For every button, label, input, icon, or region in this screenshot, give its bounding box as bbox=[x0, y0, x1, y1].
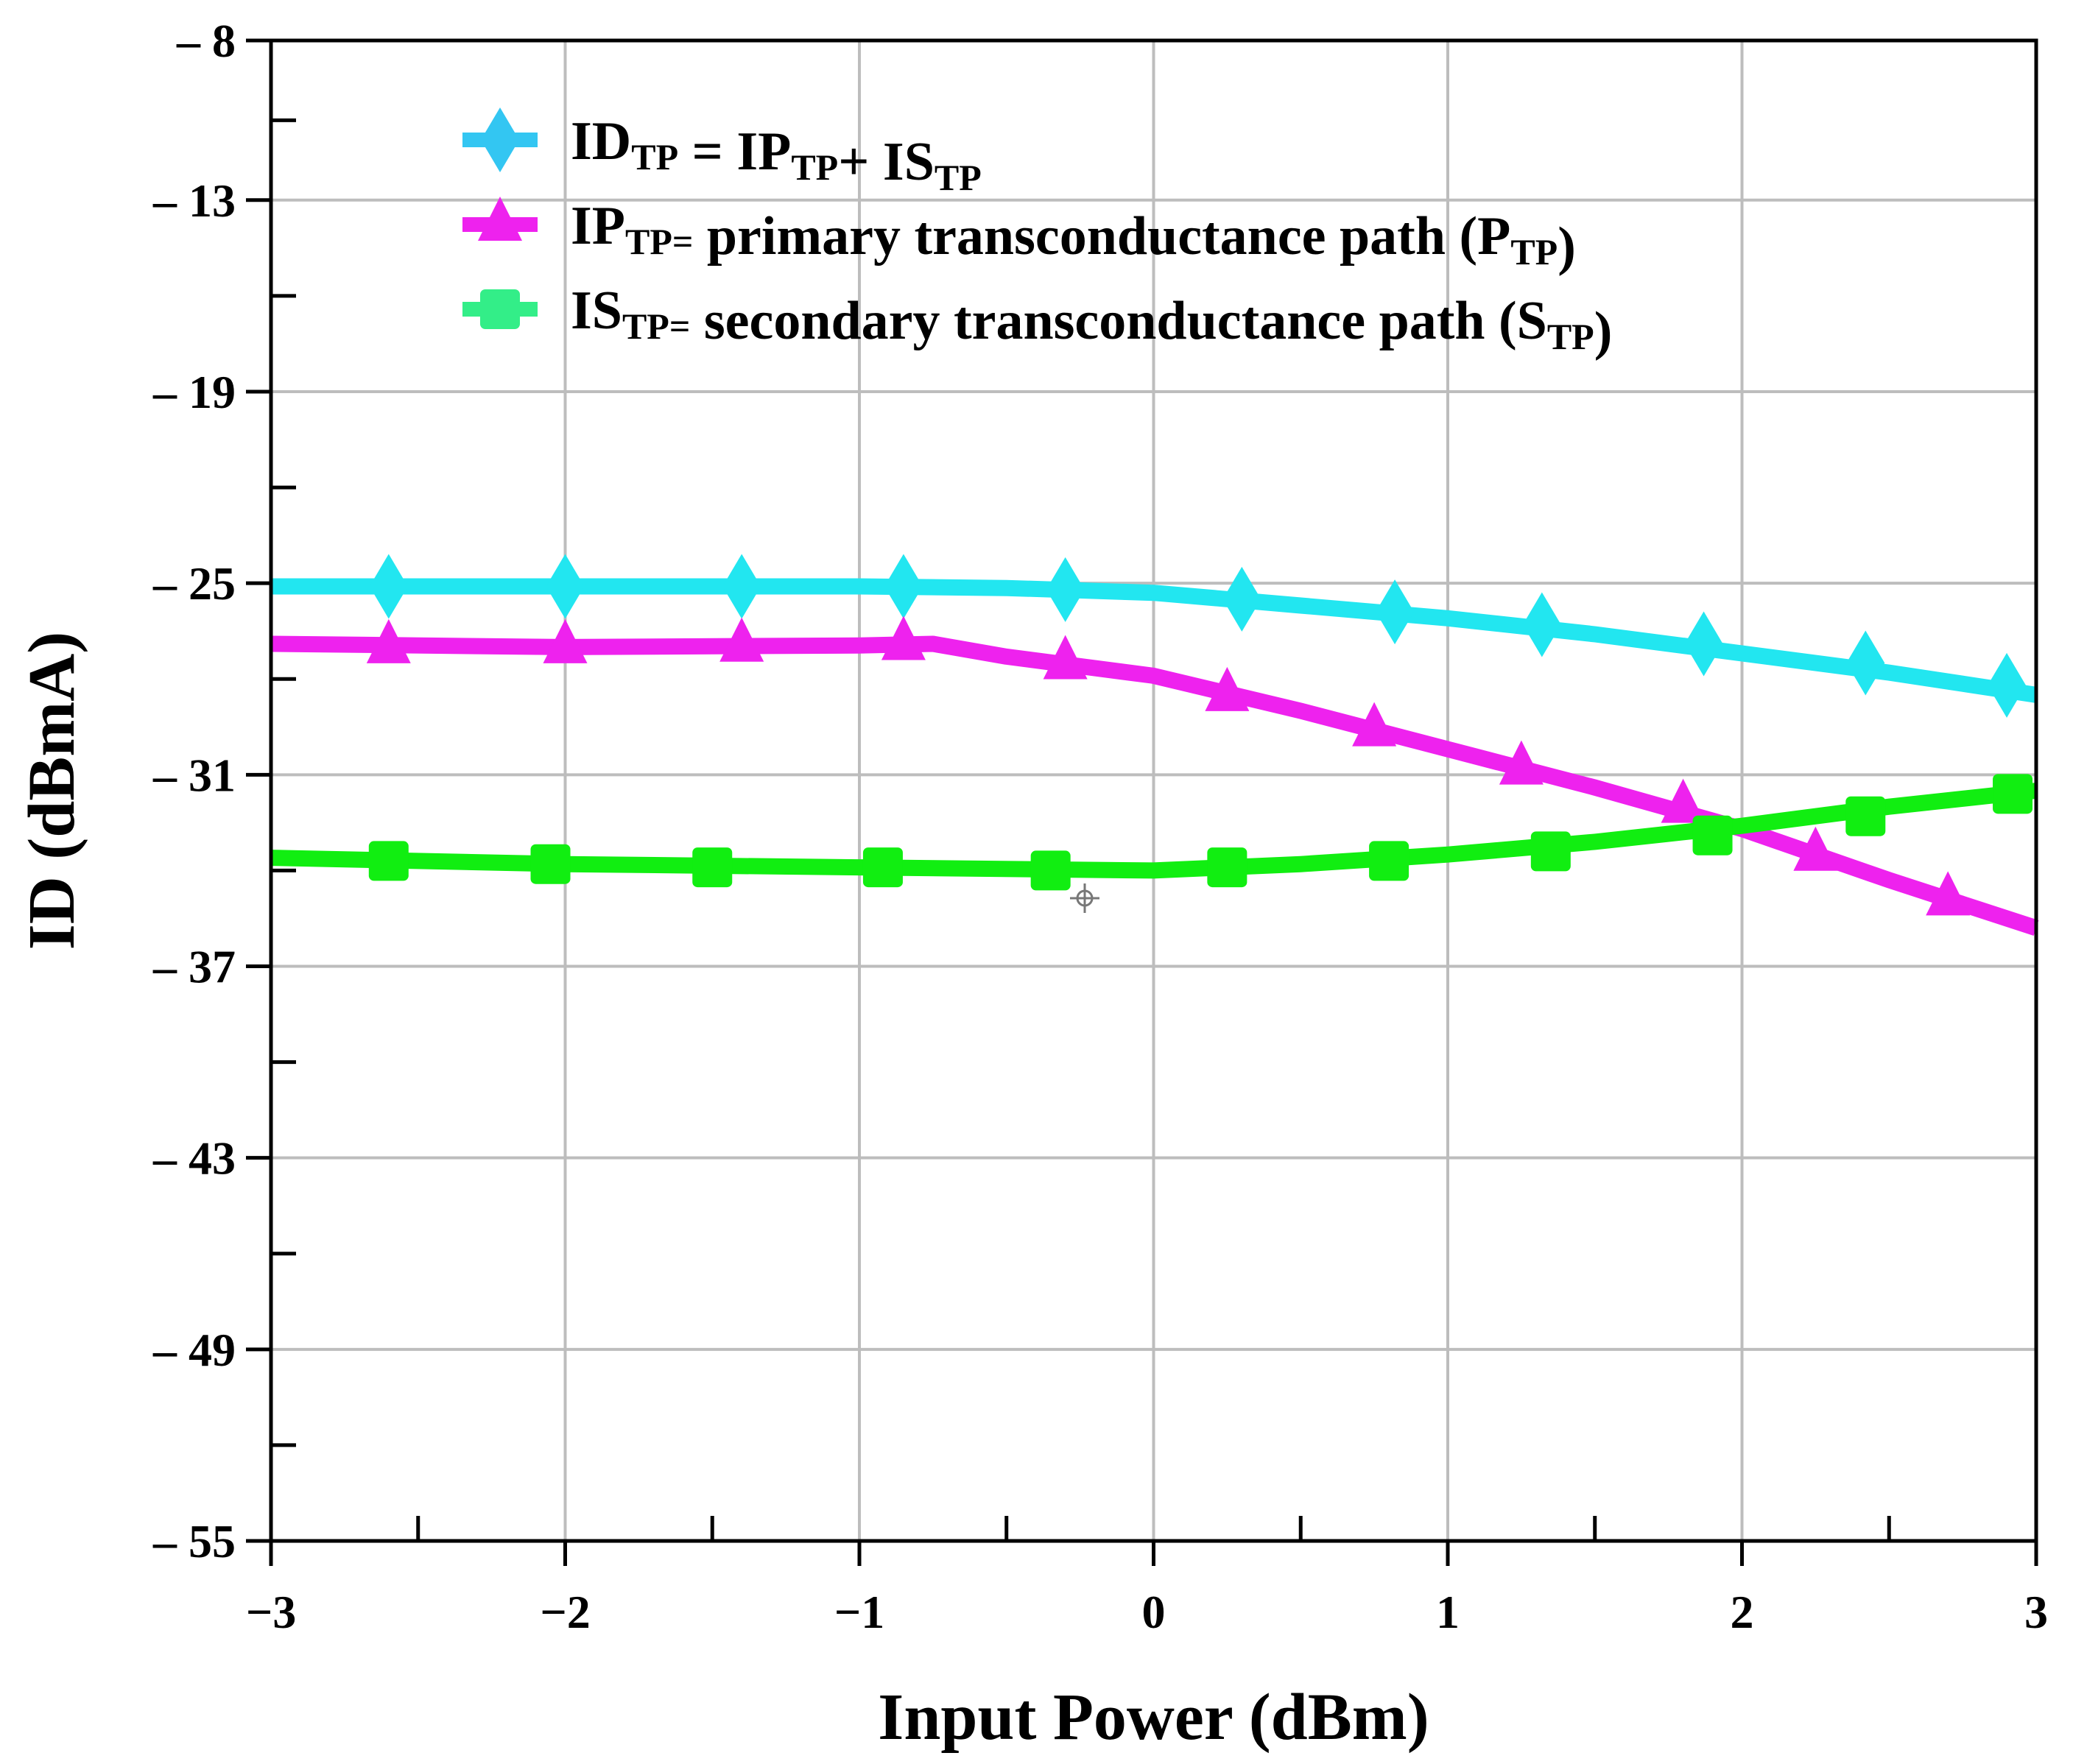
data-point-marker bbox=[368, 841, 409, 881]
legend-label: IPTP= primary transconductance path (PTP… bbox=[571, 196, 1576, 277]
legend-subscript: TP bbox=[935, 157, 982, 198]
data-point-marker bbox=[722, 554, 761, 619]
legend-text-part: secondary transconductance path (S bbox=[690, 291, 1546, 351]
tick-labels: – 8 – 13 – 19 – 25 – 31 – 37 – 43 – 49 – 55−3 −2 −… bbox=[152, 15, 2048, 1638]
legend-subscript: TP bbox=[631, 136, 678, 177]
data-point-marker bbox=[530, 844, 571, 884]
series-1 bbox=[271, 554, 2038, 718]
legend-swatch-marker bbox=[480, 289, 520, 329]
legend-subscript: TP= bbox=[625, 221, 693, 262]
series-layer bbox=[270, 554, 2039, 936]
data-point-marker bbox=[1522, 592, 1561, 657]
x-axis-title: Input Power (dBm) bbox=[878, 1681, 1429, 1754]
x-tick-label: 1 bbox=[1436, 1586, 1460, 1638]
data-point-marker bbox=[692, 847, 733, 888]
legend-text-part: ) bbox=[1558, 216, 1576, 277]
data-point-marker bbox=[1376, 579, 1415, 645]
x-tick-label: −2 bbox=[540, 1586, 590, 1638]
y-tick-label: – 49 bbox=[152, 1324, 236, 1376]
legend-entry-2: IPTP= primary transconductance path (PTP… bbox=[462, 196, 1576, 277]
legend-entry-3: ISTP= secondary transconductance path (S… bbox=[462, 281, 1612, 361]
legend-swatch-marker bbox=[481, 107, 519, 172]
data-point-marker bbox=[1793, 826, 1838, 871]
x-tick-label: 2 bbox=[1731, 1586, 1754, 1638]
x-tick-label: −3 bbox=[246, 1586, 296, 1638]
y-tick-label: – 31 bbox=[152, 749, 236, 801]
data-point-marker bbox=[1207, 847, 1247, 888]
data-point-marker bbox=[543, 618, 588, 663]
data-point-marker bbox=[884, 554, 923, 619]
data-point-marker bbox=[881, 615, 926, 660]
y-tick-label: – 19 bbox=[152, 366, 236, 418]
data-point-marker bbox=[366, 618, 411, 663]
legend-text-part: IS bbox=[571, 281, 622, 341]
data-point-marker bbox=[1530, 831, 1571, 872]
cursor-crosshair-icon bbox=[1070, 883, 1099, 913]
legend-label: ISTP= secondary transconductance path (S… bbox=[571, 281, 1612, 361]
legend-label: IDTP = IPTP+ ISTP bbox=[571, 111, 982, 198]
data-point-marker bbox=[1043, 635, 1088, 680]
y-tick-label: – 13 bbox=[152, 174, 236, 227]
data-point-marker bbox=[1845, 796, 1886, 836]
data-point-marker bbox=[1661, 778, 1706, 823]
data-point-marker bbox=[862, 847, 903, 888]
legend-text-part: + IS bbox=[838, 132, 935, 192]
data-point-marker bbox=[1988, 652, 2027, 718]
data-point-marker bbox=[1369, 841, 1409, 881]
data-point-marker bbox=[546, 554, 585, 619]
data-point-marker bbox=[1030, 850, 1071, 891]
y-tick-label: – 55 bbox=[152, 1515, 236, 1567]
x-tick-label: −1 bbox=[834, 1586, 884, 1638]
legend-text-part: = IP bbox=[678, 121, 791, 182]
data-point-marker bbox=[1499, 740, 1544, 785]
y-axis-title: ID (dBmA) bbox=[15, 632, 88, 950]
series-2 bbox=[270, 615, 2039, 936]
legend-subscript: TP bbox=[791, 147, 838, 188]
data-point-marker bbox=[1046, 557, 1085, 622]
legend-text-part: primary transconductance path (P bbox=[693, 206, 1510, 267]
y-tick-label: – 8 bbox=[176, 15, 236, 67]
x-tick-label: 3 bbox=[2024, 1586, 2048, 1638]
data-point-marker bbox=[1222, 566, 1261, 632]
data-point-marker bbox=[1684, 611, 1723, 677]
y-tick-label: – 37 bbox=[152, 940, 236, 992]
data-point-marker bbox=[719, 617, 764, 662]
legend-text-part: ID bbox=[571, 111, 631, 172]
legend-subscript: TP bbox=[1510, 231, 1558, 272]
series-line bbox=[271, 578, 2038, 703]
legend-entry-1: IDTP = IPTP+ ISTP bbox=[462, 107, 982, 198]
data-point-marker bbox=[1846, 630, 1885, 696]
data-point-marker bbox=[1205, 666, 1250, 711]
data-point-marker bbox=[1926, 871, 1971, 916]
data-point-marker bbox=[369, 554, 408, 619]
legend-swatch-marker bbox=[478, 197, 522, 241]
data-point-marker bbox=[1352, 702, 1397, 747]
series-3 bbox=[270, 774, 2038, 891]
legend-subscript: TP= bbox=[622, 306, 690, 347]
data-point-marker bbox=[1692, 815, 1733, 855]
x-tick-label: 0 bbox=[1142, 1586, 1166, 1638]
legend-text-part: ) bbox=[1594, 301, 1613, 361]
ticks bbox=[246, 38, 2038, 1566]
y-tick-label: – 43 bbox=[152, 1132, 236, 1185]
data-point-marker bbox=[1993, 774, 2033, 814]
legend-text-part: IP bbox=[571, 196, 625, 256]
legend-subscript: TP bbox=[1547, 316, 1594, 357]
y-tick-label: – 25 bbox=[152, 557, 236, 610]
